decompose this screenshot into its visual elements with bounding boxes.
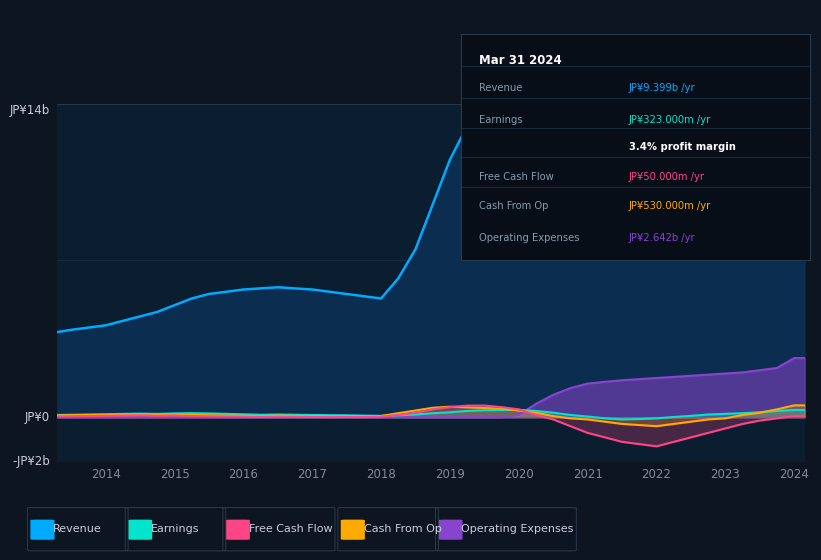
Text: JP¥530.000m /yr: JP¥530.000m /yr [629,202,711,212]
Text: JP¥0: JP¥0 [25,410,50,424]
Text: Revenue: Revenue [53,524,102,534]
FancyBboxPatch shape [226,520,250,540]
FancyBboxPatch shape [30,520,54,540]
Text: JP¥14b: JP¥14b [10,104,50,116]
Text: Mar 31 2024: Mar 31 2024 [479,54,562,67]
Text: JP¥9.399b /yr: JP¥9.399b /yr [629,83,695,94]
Text: 3.4% profit margin: 3.4% profit margin [629,142,736,152]
Text: -JP¥2b: -JP¥2b [12,455,50,469]
FancyBboxPatch shape [128,520,152,540]
Text: Free Cash Flow: Free Cash Flow [479,172,553,182]
Text: Earnings: Earnings [479,115,522,125]
Text: JP¥2.642b /yr: JP¥2.642b /yr [629,233,695,243]
Text: Operating Expenses: Operating Expenses [461,524,574,534]
FancyBboxPatch shape [438,520,462,540]
Text: Revenue: Revenue [479,83,522,94]
Text: Cash From Op: Cash From Op [364,524,442,534]
Text: JP¥50.000m /yr: JP¥50.000m /yr [629,172,705,182]
Text: Earnings: Earnings [151,524,200,534]
FancyBboxPatch shape [341,520,365,540]
Text: JP¥323.000m /yr: JP¥323.000m /yr [629,115,711,125]
Text: Operating Expenses: Operating Expenses [479,233,580,243]
Text: Cash From Op: Cash From Op [479,202,548,212]
Text: Free Cash Flow: Free Cash Flow [249,524,333,534]
